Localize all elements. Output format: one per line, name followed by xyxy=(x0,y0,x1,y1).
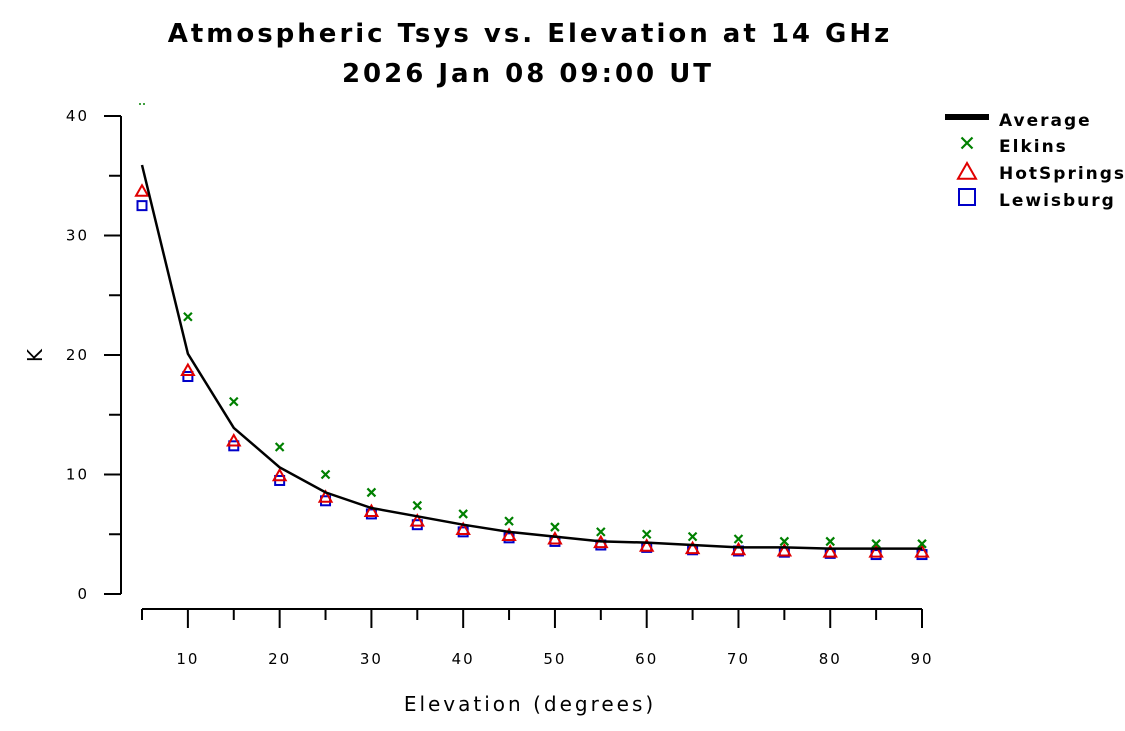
legend-label-elkins: Elkins xyxy=(999,137,1068,157)
elkins-point xyxy=(366,487,377,498)
hotsprings-point xyxy=(684,540,701,555)
elkins-point xyxy=(274,442,285,452)
x-tick-label: 80 xyxy=(819,650,842,668)
elkins-point xyxy=(320,469,331,480)
elkins-point xyxy=(779,536,790,547)
chart-title: Atmospheric Tsys vs. Elevation at 14 GHz xyxy=(168,19,893,49)
chart-subtitle: 2026 Jan 08 09:00 UT xyxy=(342,59,714,89)
hotsprings-point xyxy=(776,542,793,557)
legend-label-lewisburg: Lewisburg xyxy=(999,191,1116,211)
elkins-point xyxy=(412,500,423,511)
series-elkins xyxy=(139,103,927,549)
x-tick-label: 20 xyxy=(268,650,291,668)
y-tick-label: 40 xyxy=(66,107,89,125)
y-tick-label: 20 xyxy=(66,346,89,364)
x-tick-label: 90 xyxy=(910,650,933,668)
x-tick-label: 30 xyxy=(360,650,383,668)
hotsprings-point xyxy=(914,544,930,558)
hotsprings-point xyxy=(455,521,471,535)
elkins-point xyxy=(228,396,239,407)
hotsprings-point xyxy=(134,183,150,197)
y-axis-ticks: 0 10 20 30 40 xyxy=(66,107,121,603)
hotsprings-point xyxy=(730,541,747,556)
elkins-point xyxy=(733,534,744,544)
elkins-point xyxy=(871,539,881,549)
legend: Average Elkins HotSprings Lewisburg xyxy=(945,111,1125,211)
plot-area xyxy=(134,103,930,561)
hotsprings-point xyxy=(868,544,884,558)
hotsprings-point xyxy=(363,503,380,518)
y-tick-label: 0 xyxy=(77,585,89,603)
x-axis-label: Elevation (degrees) xyxy=(404,692,656,716)
elkins-point xyxy=(458,509,468,519)
legend-label-hotsprings: HotSprings xyxy=(999,164,1125,184)
legend-swatch-lewisburg xyxy=(958,188,976,206)
x-tick-label: 10 xyxy=(176,650,199,668)
hotsprings-point xyxy=(501,527,517,541)
hotsprings-point xyxy=(180,362,196,377)
elkins-point xyxy=(825,536,836,547)
hotsprings-point xyxy=(317,489,334,503)
legend-label-average: Average xyxy=(999,111,1092,131)
series-hotsprings xyxy=(134,183,930,558)
x-tick-label: 50 xyxy=(543,650,566,668)
hotsprings-point xyxy=(822,544,838,558)
hotsprings-point xyxy=(409,513,426,527)
x-axis-ticks: 10 20 30 40 50 60 70 80 90 xyxy=(141,609,933,668)
y-tick-label: 30 xyxy=(66,227,89,245)
elkins-point xyxy=(687,531,698,542)
x-tick-label: 40 xyxy=(452,650,475,668)
lewisburg-point xyxy=(136,200,148,212)
series-lewisburg xyxy=(136,200,928,561)
lewisburg-point xyxy=(182,371,194,383)
elkins-point xyxy=(917,539,927,549)
elkins-point xyxy=(183,311,193,322)
hotsprings-point xyxy=(638,538,655,552)
elkins-point xyxy=(596,527,606,537)
legend-swatch-hotsprings xyxy=(956,160,978,180)
x-tick-label: 60 xyxy=(635,650,658,668)
elkins-point xyxy=(550,522,560,532)
elkins-point xyxy=(641,529,652,540)
legend-swatch-elkins xyxy=(960,136,974,150)
y-axis-label: K xyxy=(23,346,47,362)
series-average-line xyxy=(140,164,922,550)
elkins-point xyxy=(504,516,514,526)
hotsprings-point xyxy=(547,531,563,545)
hotsprings-point xyxy=(271,467,288,482)
hotsprings-point xyxy=(226,433,242,447)
x-tick-label: 70 xyxy=(727,650,750,668)
y-tick-label: 10 xyxy=(66,466,89,484)
